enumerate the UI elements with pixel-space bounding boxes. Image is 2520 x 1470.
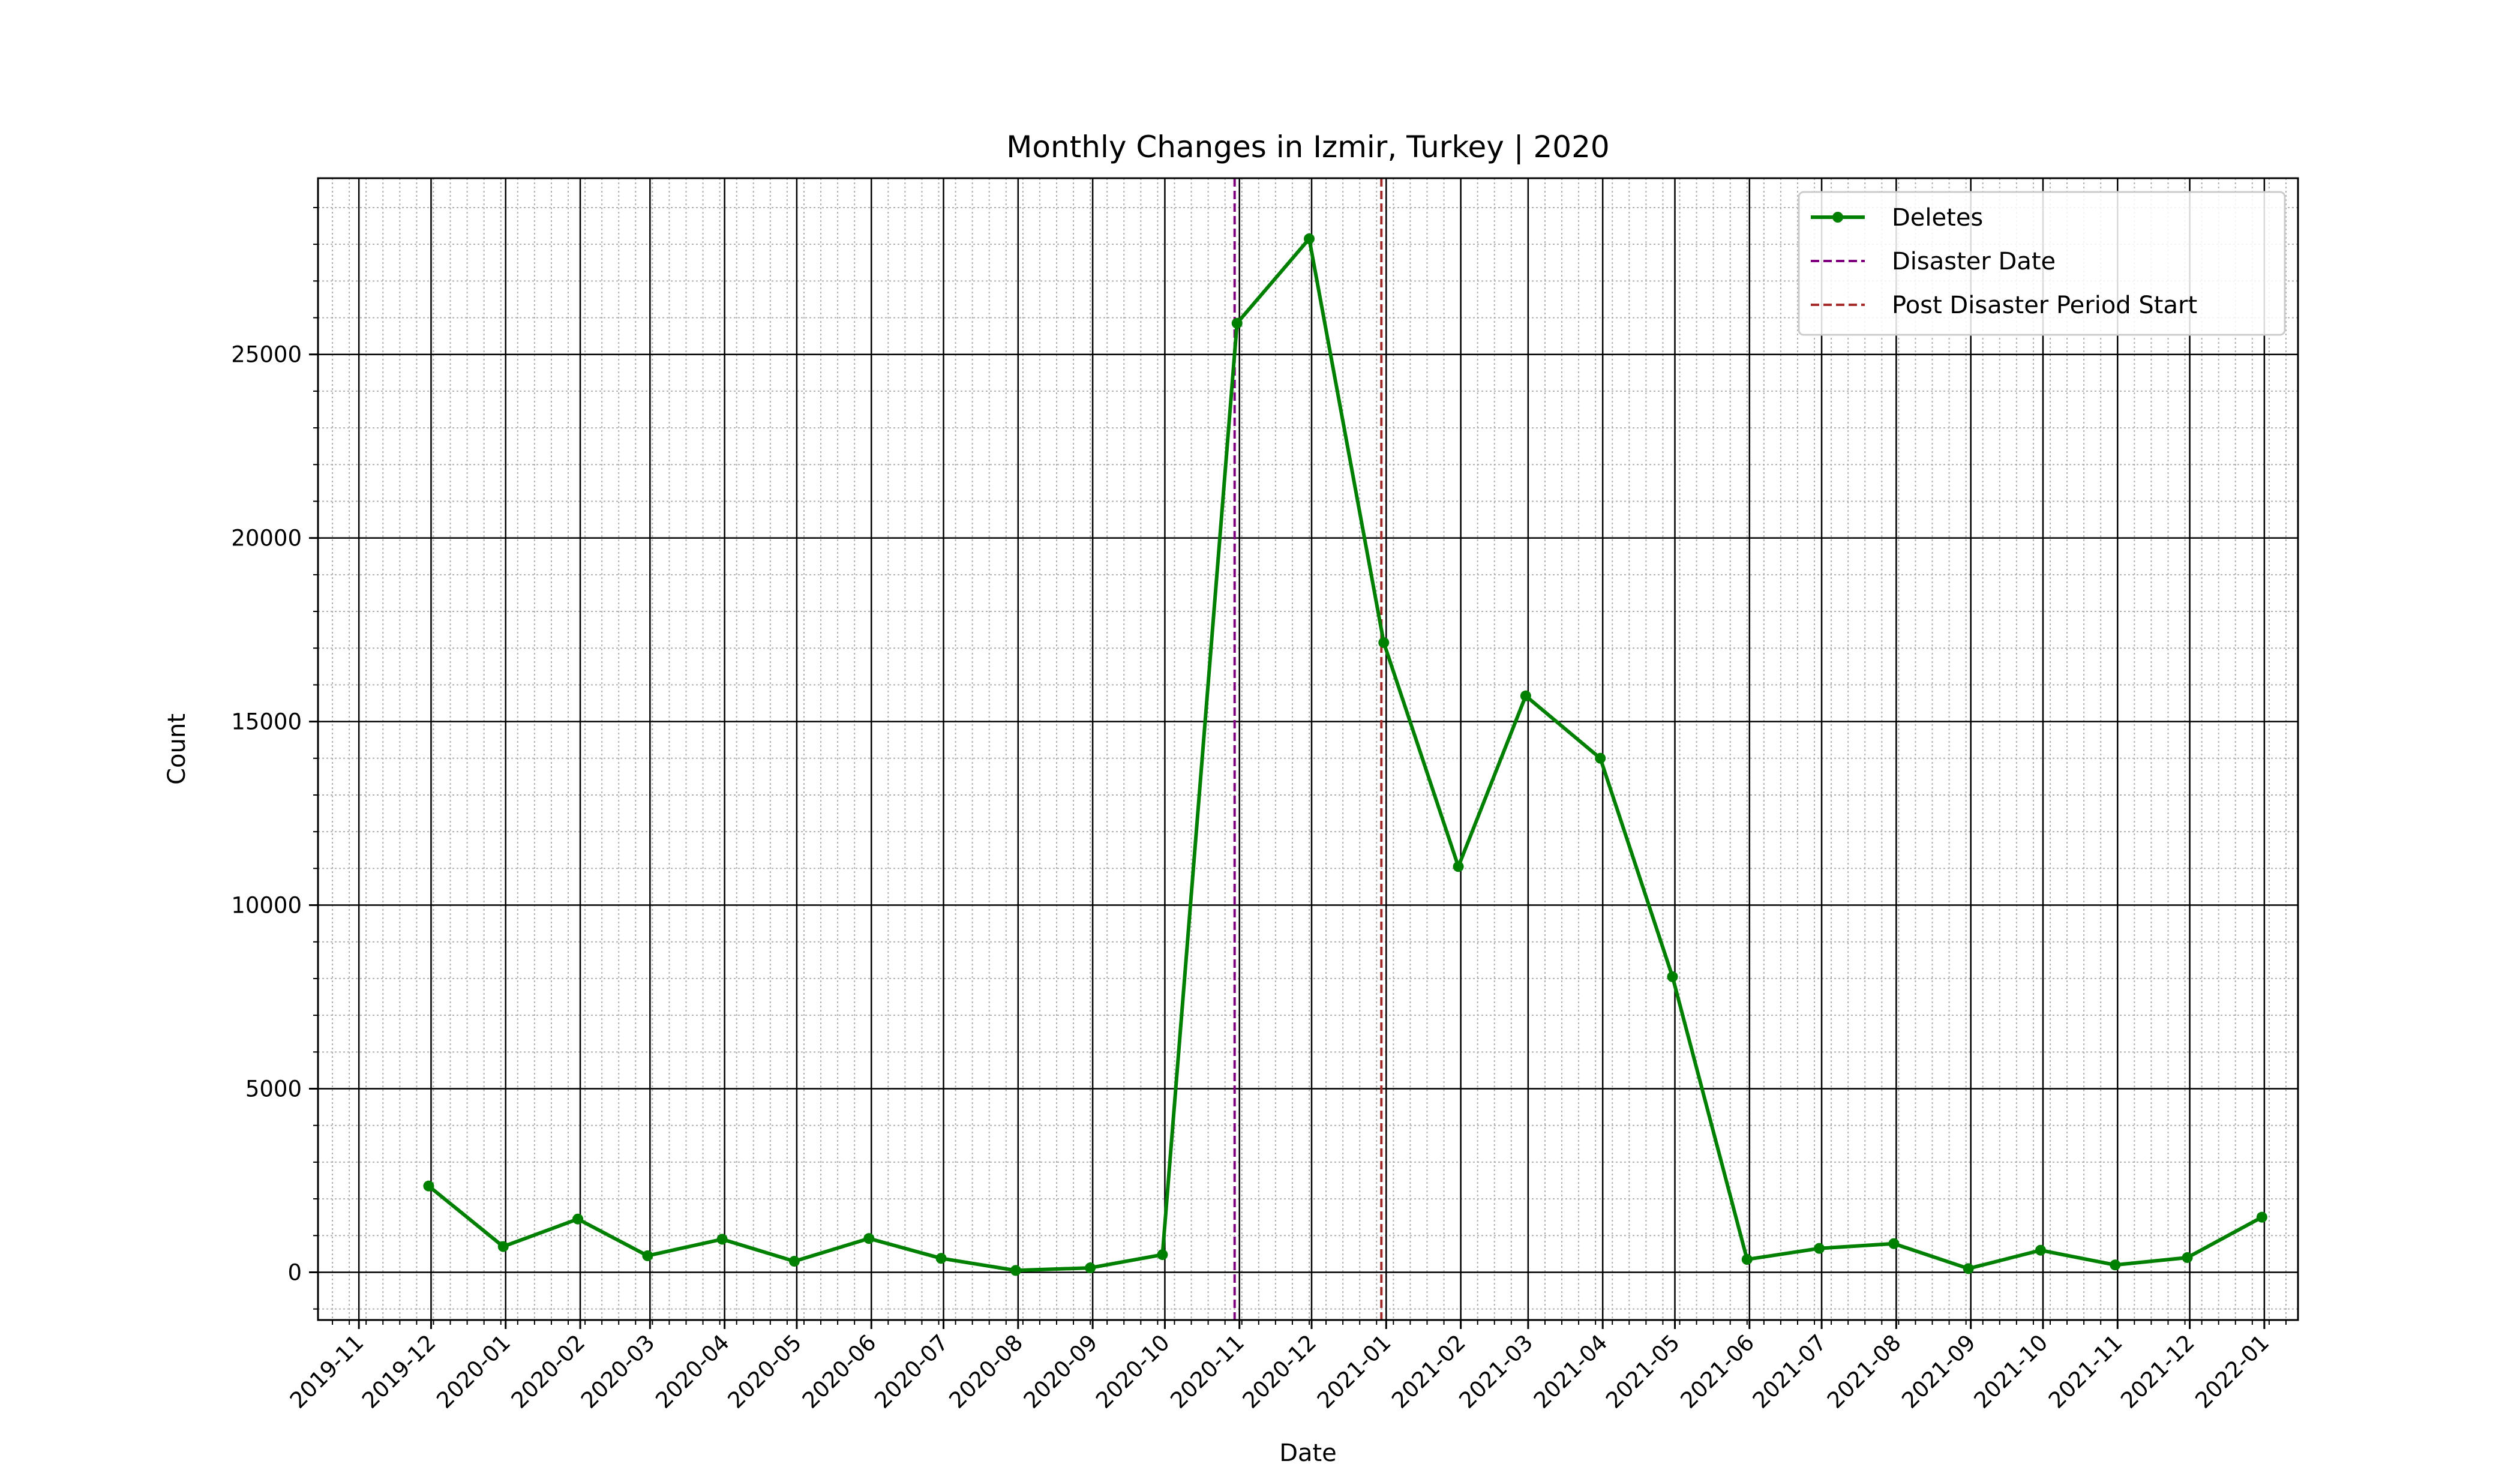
y-axis: 0 5000 10000 15000 20000 25000 (231, 206, 318, 1310)
data-point (1010, 1265, 1021, 1276)
legend-box (1798, 191, 2286, 336)
data-point (1085, 1262, 1096, 1274)
data-point (1304, 233, 1315, 244)
data-point (863, 1233, 875, 1244)
data-point (1741, 1254, 1753, 1265)
data-point (2256, 1211, 2267, 1223)
data-point (1814, 1243, 1825, 1254)
legend-marker-deletes (1832, 212, 1843, 223)
legend-entry-disaster-date: Disaster Date (1892, 248, 2056, 275)
data-point (1595, 752, 1606, 764)
data-point (1157, 1249, 1168, 1261)
series-layer (423, 233, 2267, 1276)
y-tick-label: 0 (287, 1259, 302, 1285)
plot-frame (317, 177, 2299, 1321)
y-tick-label: 10000 (231, 893, 302, 919)
y-axis-label: Count (163, 713, 191, 785)
data-point (1667, 971, 1678, 982)
data-point (716, 1234, 728, 1245)
y-tick-label: 5000 (245, 1076, 302, 1102)
y-tick-label: 15000 (231, 709, 302, 735)
data-point (935, 1253, 947, 1264)
chart-title: Monthly Changes in Izmir, Turkey | 2020 (1006, 130, 1609, 164)
data-point (1378, 637, 1390, 649)
legend-entry-deletes: Deletes (1892, 204, 1983, 232)
series-line-deletes (427, 236, 2263, 1273)
data-point (2035, 1244, 2046, 1256)
y-tick-label: 20000 (231, 526, 302, 551)
data-point (1231, 317, 1243, 329)
data-point (1888, 1238, 1900, 1249)
data-point (642, 1250, 653, 1261)
major-grid (318, 178, 2298, 1320)
data-point (1453, 861, 1464, 872)
legend-entry-post-disaster: Post Disaster Period Start (1892, 292, 2197, 319)
legend: Deletes Disaster Date Post Disaster Peri… (1798, 191, 2286, 336)
data-point (2182, 1252, 2193, 1263)
data-point (1520, 690, 1531, 701)
y-tick-label: 25000 (231, 342, 302, 368)
data-point (1963, 1263, 1974, 1274)
data-point (788, 1256, 800, 1267)
data-point (423, 1180, 434, 1192)
data-point (497, 1241, 509, 1252)
data-point (2110, 1259, 2121, 1271)
data-point (572, 1213, 584, 1225)
x-axis-label: Date (1279, 1439, 1337, 1467)
